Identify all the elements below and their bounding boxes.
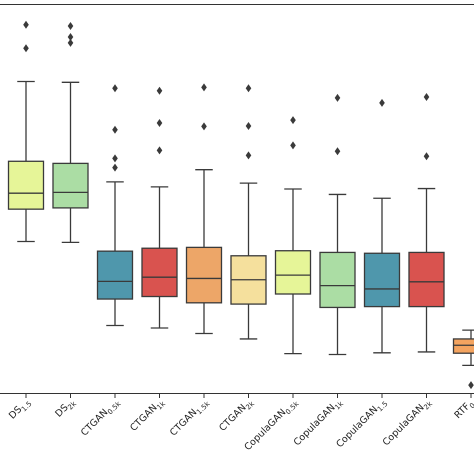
outlier-point [67,32,74,41]
tick-label-base: CopulaGAN [242,407,288,453]
x-tick-label: DS1.5 [7,396,34,423]
outlier-point [468,381,474,390]
x-tick-label: CTGAN2k [217,396,256,435]
box-group [141,86,178,329]
tick-label-base: CTGAN [217,402,248,433]
box-group [274,116,312,355]
outlier-point [423,152,430,161]
outlier-point [245,84,252,93]
outlier-point [112,154,118,163]
outlier-point [379,98,385,107]
box [408,251,445,308]
outlier-point [23,44,29,53]
box-group [230,84,267,340]
tick-label-base: CTGAN [128,402,159,433]
outlier-point [201,122,207,131]
box [52,162,89,209]
box [96,250,134,300]
outlier-point [245,151,252,160]
x-tick-label: RTF0. [452,396,474,422]
box-group [452,329,474,390]
outlier-point [156,146,163,155]
outlier-point [334,93,341,102]
outlier-point [112,163,118,172]
box [363,252,401,308]
x-tick-label: CopulaGAN2k [381,396,435,450]
tick-label-subscript: 1.5k [195,399,212,416]
box [185,246,223,304]
box [452,338,474,354]
tick-label-base: CopulaGAN [334,404,380,450]
box-group [185,83,223,335]
x-tick-label: CTGAN1k [128,396,167,435]
tick-label-base: CTGAN [168,407,199,438]
outlier-point [290,141,296,150]
outlier-point [290,116,296,125]
tick-label-subscript: 0.5k [284,399,301,416]
box-group [363,98,401,354]
x-tick-label: CTGAN0.5k [79,396,123,440]
box-group [7,20,45,243]
outlier-point [201,83,207,92]
outlier-point [67,38,74,47]
tick-label-base: CopulaGAN [292,402,338,448]
outlier-point [67,22,74,31]
boxes-layer [7,20,474,390]
box [319,251,356,309]
tick-label-subscript: 0. [468,400,474,410]
box-group [52,22,89,243]
outlier-point [423,93,430,102]
outlier-point [334,147,341,156]
box [7,160,45,210]
outlier-point [245,122,252,130]
box-group [96,84,134,327]
outlier-point [23,20,29,29]
outlier-point [112,125,118,134]
box-group [408,93,445,353]
box [141,247,178,298]
tick-label-base: CTGAN [79,407,110,438]
x-tick-label: DS2k [53,396,78,421]
tick-label-subscript: 0.5k [106,399,123,416]
outlier-point [156,86,163,95]
axes-layer [0,4,474,398]
box-group [319,93,356,356]
x-tick-label: CTGAN1.5k [168,396,212,440]
tick-label-base: CopulaGAN [381,402,427,448]
box [274,250,312,295]
outlier-point [156,119,163,128]
outlier-point [112,84,118,93]
